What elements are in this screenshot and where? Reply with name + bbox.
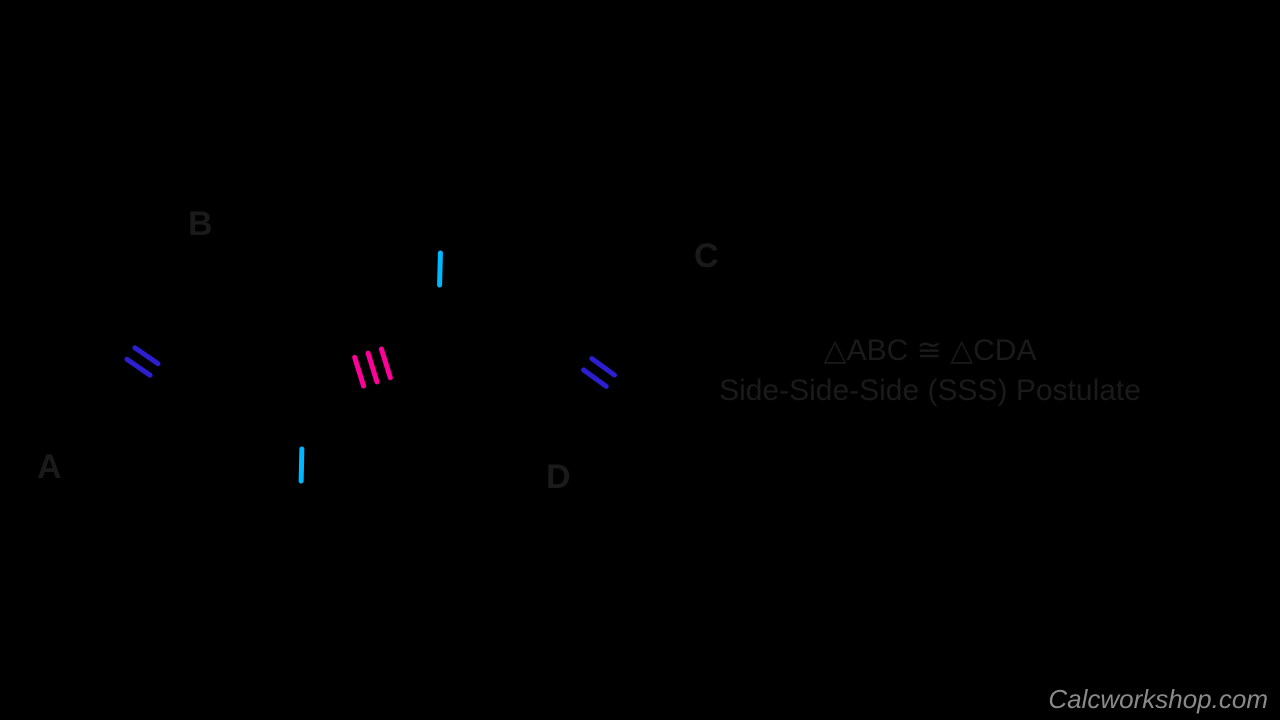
vertex-label-D: D [546,458,571,496]
edge-CD [528,275,670,470]
watermark-text: Calcworkshop.com [1048,684,1268,714]
tick-mark [127,359,150,375]
vertex-label-C: C [694,237,719,275]
tick-mark [135,348,158,364]
vertex-label-B: B [188,205,213,243]
tick-mark [592,359,615,375]
tick-mark [584,370,607,386]
edge-AB [75,263,210,460]
congruence-statement-line2: Side-Side-Side (SSS) Postulate [719,374,1141,407]
congruence-tick-marks [127,253,614,481]
congruence-statement-line1: △ABC ≅ △CDA [824,334,1037,367]
tick-mark [301,449,302,481]
geometry-diagram: A B C D △ABC ≅ △CDA Side-Side-Side (SSS) Po… [0,0,1280,720]
vertex-label-A: A [37,448,62,486]
tick-mark [440,253,441,285]
